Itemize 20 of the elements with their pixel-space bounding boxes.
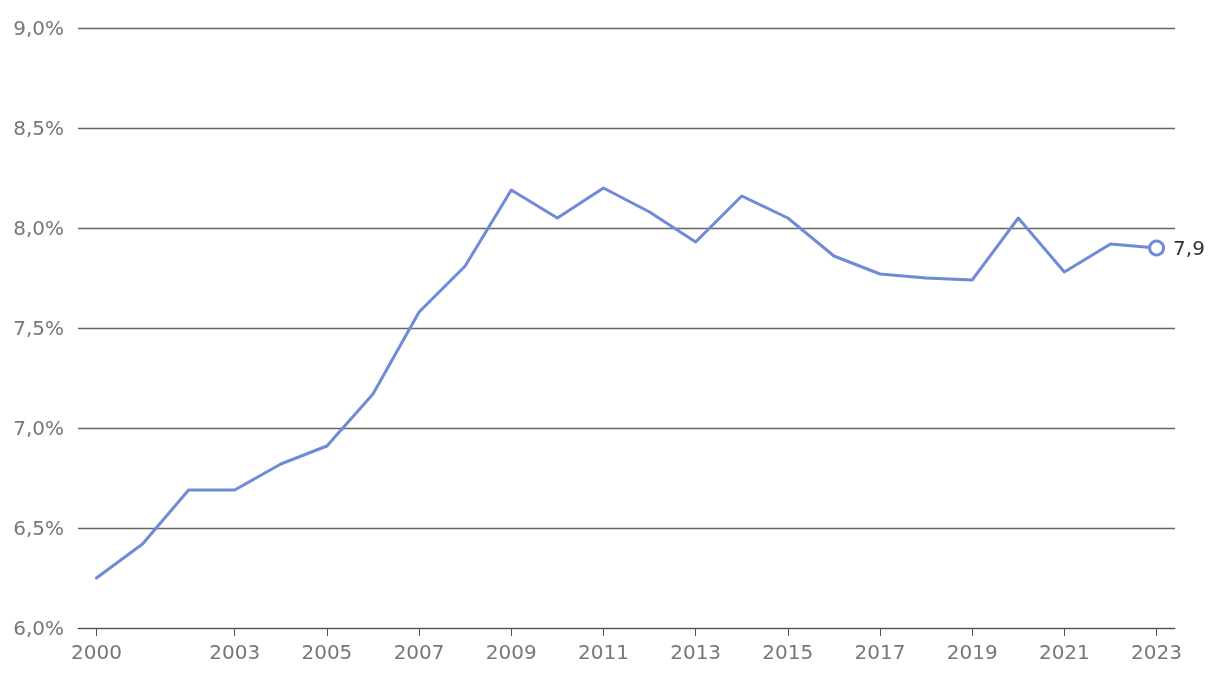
x-tick-label: 2005 [301, 640, 353, 664]
y-tick-label: 8,5% [13, 116, 64, 140]
y-tick-label: 6,0% [13, 616, 64, 640]
x-tick-label: 2023 [1131, 640, 1183, 664]
y-tick-label: 9,0% [13, 16, 64, 40]
x-tick-label: 2009 [485, 640, 537, 664]
x-tick-label: 2017 [854, 640, 906, 664]
y-tick-label: 8,0% [13, 216, 64, 240]
x-tick-label: 2015 [762, 640, 814, 664]
x-tick-label: 2011 [578, 640, 629, 664]
data-label: 7,9 [1173, 236, 1205, 260]
x-tick-label: 2007 [393, 640, 445, 664]
y-tick-label: 6,5% [13, 516, 64, 540]
x-tick-label: 2000 [70, 640, 122, 664]
x-tick-label: 2003 [209, 640, 261, 664]
y-tick-label: 7,0% [13, 416, 64, 440]
x-tick-label: 2019 [946, 640, 998, 664]
y-tick-label: 7,5% [13, 316, 64, 340]
x-tick-label: 2021 [1038, 640, 1090, 664]
x-tick-label: 2013 [670, 640, 722, 664]
